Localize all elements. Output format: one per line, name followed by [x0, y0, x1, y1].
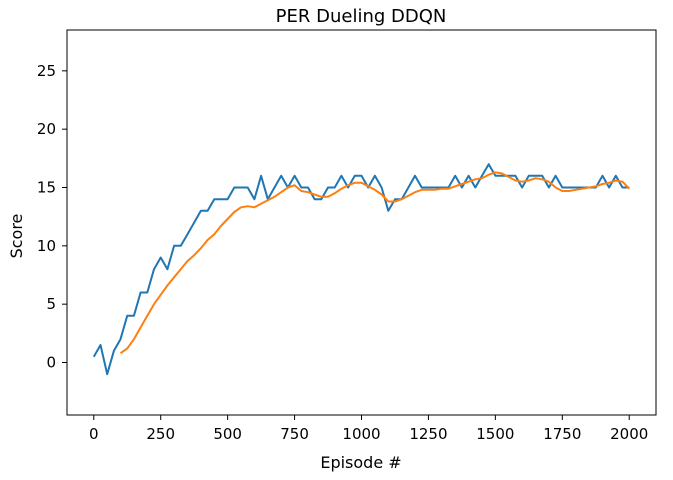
- x-tick-label: 750: [280, 425, 309, 443]
- x-tick-label: 250: [146, 425, 175, 443]
- x-tick-label: 2000: [610, 425, 648, 443]
- y-tick-label: 10: [37, 237, 56, 255]
- y-tick-label: 0: [46, 354, 56, 372]
- x-tick-label: 1250: [409, 425, 447, 443]
- y-tick-label: 20: [37, 120, 56, 138]
- y-tick-label: 15: [37, 179, 56, 197]
- x-tick-label: 1500: [476, 425, 514, 443]
- plot-frame: [66, 29, 657, 416]
- x-axis-label: Episode #: [320, 453, 401, 472]
- x-tick-label: 1750: [543, 425, 581, 443]
- y-axis-label: Score: [7, 214, 26, 259]
- series-line-score: [92, 163, 630, 376]
- x-tick-label: 0: [89, 425, 99, 443]
- y-tick-label: 25: [37, 62, 56, 80]
- x-tick-label: 1000: [342, 425, 380, 443]
- chart-title: PER Dueling DDQN: [276, 6, 447, 27]
- series-line-average: [119, 171, 630, 355]
- x-tick-label: 500: [213, 425, 242, 443]
- y-tick-label: 5: [46, 295, 56, 313]
